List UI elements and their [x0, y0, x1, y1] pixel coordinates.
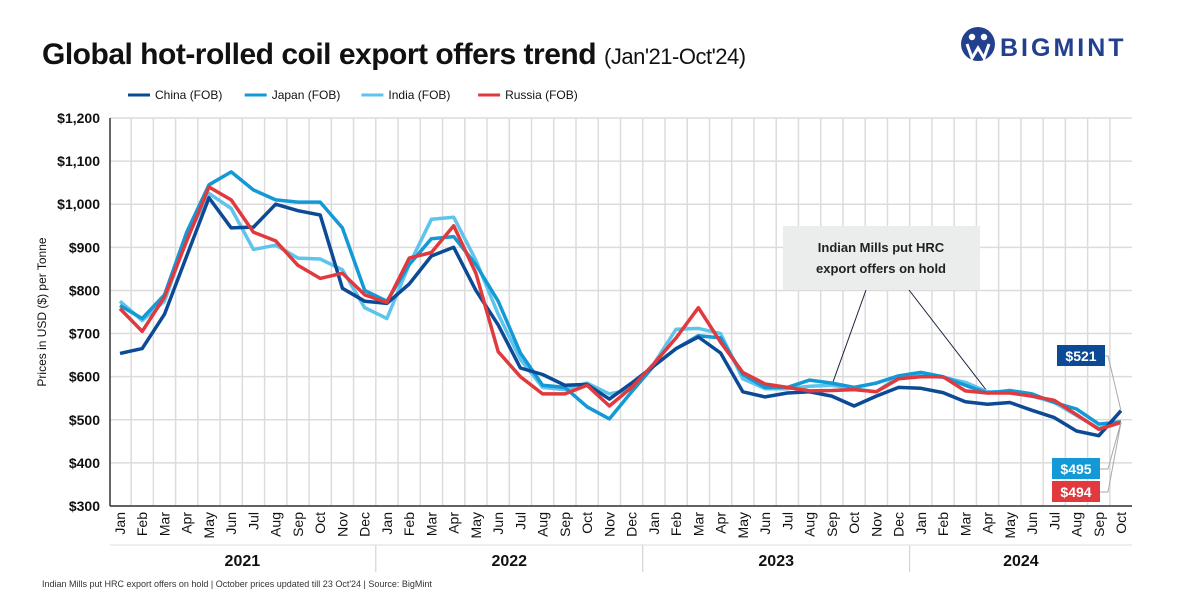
- y-tick-label: $1,100: [57, 153, 100, 169]
- x-tick-label: Jun: [757, 512, 773, 535]
- legend-item: Russia (FOB): [478, 88, 578, 102]
- x-tick-label: Sep: [1091, 512, 1107, 537]
- legend: China (FOB) Japan (FOB) India (FOB) Russia …: [128, 88, 578, 102]
- x-tick-label: Jan: [379, 512, 395, 535]
- year-label: 2021: [225, 553, 261, 570]
- annotation-box: [783, 226, 980, 290]
- x-tick-label: Jun: [223, 512, 239, 535]
- x-tick-label: Apr: [446, 512, 462, 534]
- end-label-text: $495: [1060, 461, 1091, 477]
- y-tick-label: $400: [69, 455, 100, 471]
- x-tick-label: Sep: [290, 512, 306, 537]
- x-tick-label: Aug: [1069, 512, 1085, 537]
- y-tick-label: $1,000: [57, 196, 100, 212]
- x-tick-label: Jan: [913, 512, 929, 535]
- annotation-leader: [831, 289, 867, 386]
- x-tick-label: Oct: [579, 512, 595, 534]
- end-label-text: $521: [1065, 348, 1096, 364]
- x-tick-label: May: [201, 512, 217, 538]
- series-line-china: [119, 196, 1123, 438]
- y-tick-label: $700: [69, 326, 100, 342]
- x-tick-label: Mar: [156, 512, 172, 536]
- end-label-box: [1052, 458, 1100, 479]
- end-label-box: [1052, 481, 1100, 502]
- y-axis-label: Prices in USD ($) per Tonne: [35, 237, 49, 387]
- subtitle-text: (Jan'21-Oct'24): [604, 44, 746, 69]
- end-label-leader: [1100, 421, 1122, 470]
- svg-text:BIGMINT: BIGMINT: [1000, 34, 1127, 62]
- x-tick-label: Mar: [957, 512, 973, 536]
- x-tick-label: Jan: [112, 512, 128, 535]
- series-lines: [118, 170, 1123, 438]
- legend-item: China (FOB): [128, 88, 222, 102]
- x-tick-label: May: [1002, 512, 1018, 538]
- x-tick-label: Nov: [601, 512, 617, 537]
- x-tick-label: May: [468, 512, 484, 538]
- y-tick-label: $500: [69, 412, 100, 428]
- end-label-leader: [1100, 422, 1122, 493]
- legend-label: China (FOB): [155, 88, 222, 102]
- x-tick-label: Apr: [980, 512, 996, 534]
- x-tick-label: Aug: [268, 512, 284, 537]
- legend-item: India (FOB): [361, 88, 450, 102]
- x-tick-label: Jul: [1046, 512, 1062, 530]
- bigmint-logo: BIGMINT: [961, 27, 1127, 62]
- y-tick-label: $800: [69, 282, 100, 298]
- year-label: 2023: [758, 553, 794, 570]
- chart-title: Global hot-rolled coil export offers tre…: [42, 38, 746, 71]
- end-label-leader: [1105, 355, 1122, 411]
- y-tick-label: $1,200: [57, 110, 100, 126]
- x-tick-label: Dec: [357, 512, 373, 537]
- end-label-box: [1057, 345, 1105, 366]
- x-tick-label: May: [735, 512, 751, 538]
- annotation: Indian Mills put HRC export offers on hol…: [783, 226, 988, 393]
- x-tick-label: Jul: [779, 512, 795, 530]
- x-tick-label: Oct: [846, 512, 862, 534]
- series-line-russia: [118, 185, 1122, 432]
- x-tick-label: Nov: [868, 512, 884, 537]
- x-tick-label: Dec: [891, 512, 907, 537]
- annotation-text: Indian Mills put HRC: [818, 240, 945, 255]
- x-tick-label: Feb: [134, 512, 150, 536]
- x-tick-label: Aug: [802, 512, 818, 537]
- x-tick-label: Mar: [690, 512, 706, 536]
- axes: $300 $400 $500 $600 $700 $800 $900 $1,000 $1,100…: [57, 110, 1132, 572]
- title-text: Global hot-rolled coil export offers tre…: [42, 38, 596, 71]
- x-tick-label: Apr: [713, 512, 729, 534]
- x-tick-label: Sep: [557, 512, 573, 537]
- end-label-text: $494: [1060, 484, 1091, 500]
- x-tick-label: Jun: [1024, 512, 1040, 535]
- grid: [110, 117, 1132, 507]
- x-tick-label: Oct: [1113, 512, 1129, 534]
- y-tick-label: $900: [69, 239, 100, 255]
- footer-note: Indian Mills put HRC export offers on ho…: [42, 579, 432, 589]
- x-tick-label: Aug: [535, 512, 551, 537]
- x-tick-label: Dec: [624, 512, 640, 537]
- x-tick-label: Apr: [179, 512, 195, 534]
- legend-label: India (FOB): [388, 88, 450, 102]
- end-labels: $521 $495 $494: [1052, 345, 1122, 502]
- annotation-text: export offers on hold: [816, 261, 946, 276]
- x-tick-label: Oct: [312, 512, 328, 534]
- y-tick-label: $600: [69, 369, 100, 385]
- x-tick-label: Mar: [423, 512, 439, 536]
- y-tick-label: $300: [69, 498, 100, 514]
- x-tick-label: Feb: [401, 512, 417, 536]
- x-tick-label: Jun: [490, 512, 506, 535]
- legend-label: Japan (FOB): [272, 88, 341, 102]
- x-tick-label: Feb: [668, 512, 684, 536]
- x-tick-label: Sep: [824, 512, 840, 537]
- year-label: 2024: [1003, 553, 1039, 570]
- legend-item: Japan (FOB): [244, 88, 341, 102]
- x-tick-label: Feb: [935, 512, 951, 536]
- annotation-leader: [908, 289, 988, 393]
- legend-label: Russia (FOB): [505, 88, 578, 102]
- x-tick-label: Nov: [334, 512, 350, 537]
- series-line-japan: [119, 170, 1122, 426]
- x-tick-label: Jul: [512, 512, 528, 530]
- x-tick-label: Jan: [646, 512, 662, 535]
- x-tick-label: Jul: [245, 512, 261, 530]
- year-label: 2022: [491, 553, 527, 570]
